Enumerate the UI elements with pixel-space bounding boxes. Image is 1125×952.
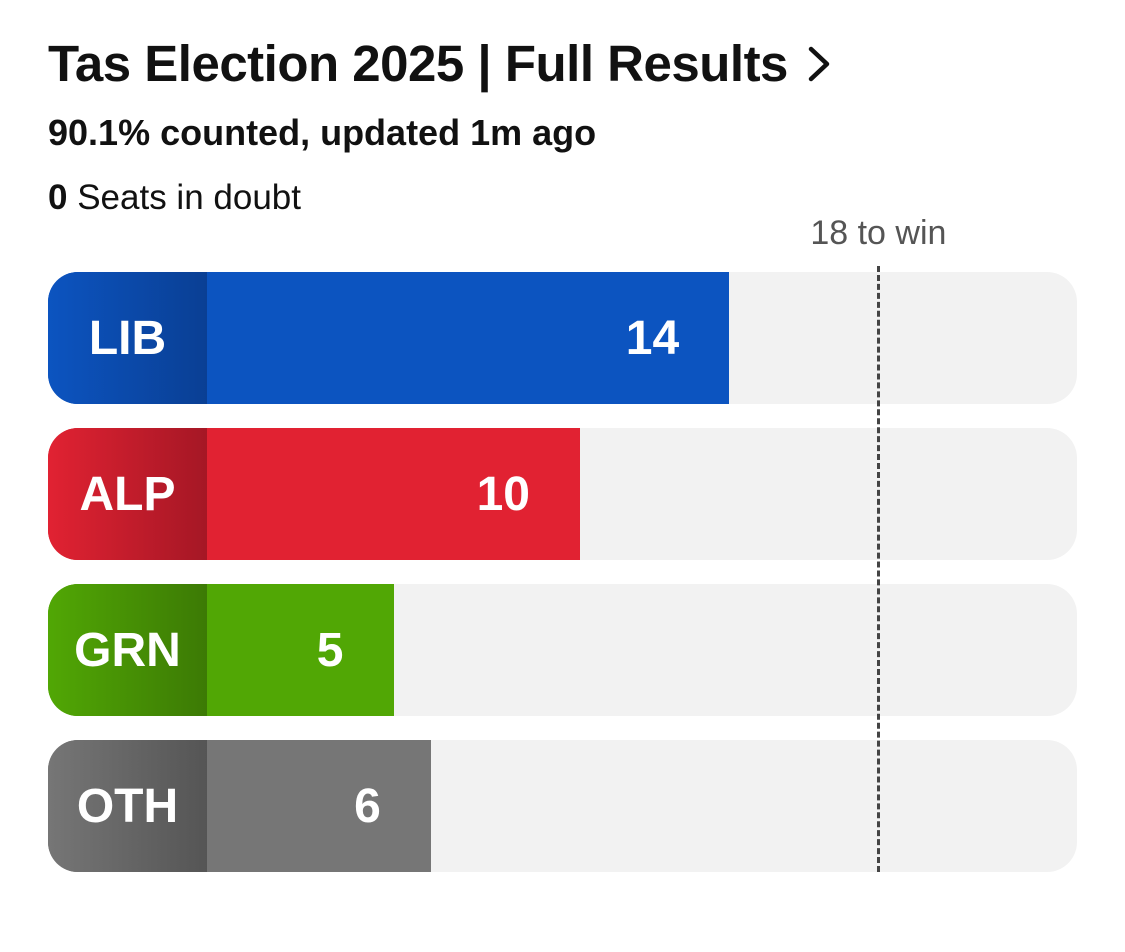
seats-in-doubt-count: 0 [48,178,68,217]
count-status: 90.1% counted, updated 1m ago [48,112,597,153]
page-title: Tas Election 2025 | Full Results [48,35,788,92]
bar-value-lib: 14 [625,311,680,365]
bar-value-alp: 10 [476,467,530,521]
seats-in-doubt-label: Seats in doubt [77,178,301,217]
party-label-lib: LIB [48,272,207,404]
party-label-grn: GRN [48,584,207,716]
full-results-link[interactable]: Tas Election 2025 | Full Results [48,34,832,93]
bar-track-alp: ALP 10 [48,428,1077,560]
seats-in-doubt: 0 Seats in doubt [48,178,301,218]
bar-value-grn: 5 [316,623,344,677]
bar-value-oth: 6 [354,779,381,833]
win-threshold-line [876,266,880,872]
party-label-alp: ALP [48,428,207,560]
party-label-oth: OTH [48,740,207,872]
chevron-right-icon [806,45,832,83]
bar-track-grn: GRN 5 [48,584,1077,716]
bar-track-lib: LIB 14 [48,272,1077,404]
bar-track-oth: OTH 6 [48,740,1077,872]
win-threshold-label: 18 to win [810,214,947,252]
